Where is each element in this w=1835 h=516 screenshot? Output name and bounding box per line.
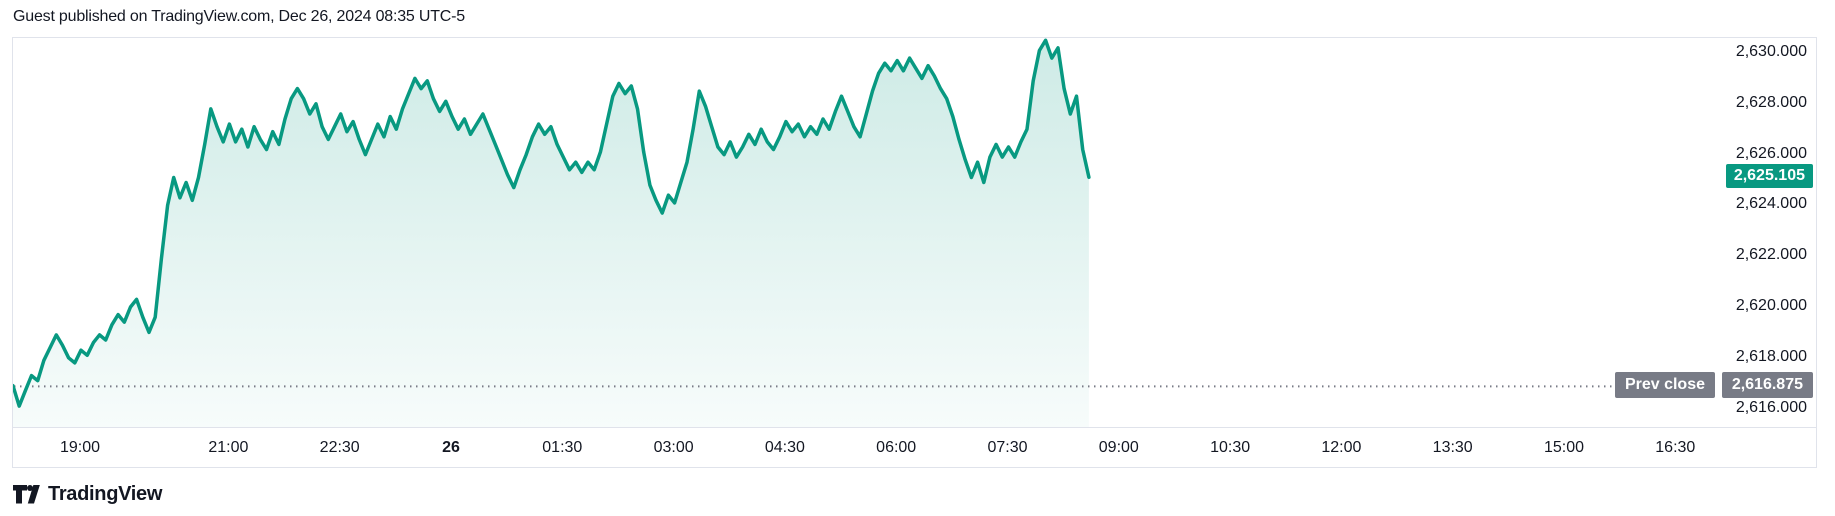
x-axis-label: 22:30 <box>319 439 360 456</box>
last-price-badge: 2,625.105 <box>1725 164 1813 189</box>
y-axis-label: 2,628.000 <box>1735 93 1807 111</box>
publish-attribution-text: Guest published on TradingView.com, Dec … <box>13 8 465 25</box>
time-axis[interactable] <box>12 428 1817 468</box>
x-axis-label: 21:00 <box>208 439 249 456</box>
y-axis-label: 2,622.000 <box>1735 246 1807 264</box>
y-axis-label: 2,616.000 <box>1735 398 1807 416</box>
x-axis-label: 13:30 <box>1432 439 1473 456</box>
prev-close-value-badge: 2,616.875 <box>1721 372 1813 399</box>
x-axis-label: 06:00 <box>876 439 917 456</box>
tradingview-logo-text: TradingView <box>48 483 163 505</box>
y-axis-label: 2,630.000 <box>1735 43 1807 60</box>
x-axis-label: 10:30 <box>1210 439 1251 456</box>
y-axis-label: 2,618.000 <box>1735 347 1807 365</box>
y-axis-label: 2,620.000 <box>1735 297 1807 314</box>
x-axis-label: 16:30 <box>1655 439 1696 456</box>
tradingview-branding[interactable]: TradingView <box>13 483 162 506</box>
x-axis-label: 01:30 <box>542 439 583 456</box>
x-axis-label: 19:00 <box>59 439 101 456</box>
x-axis-label: 03:00 <box>653 439 694 456</box>
x-axis-label: 09:00 <box>1098 439 1139 456</box>
x-axis-label: 15:00 <box>1543 439 1585 456</box>
x-axis-label: 12:00 <box>1321 439 1362 456</box>
x-axis-label: 26 <box>442 439 460 456</box>
y-axis-label: 2,626.000 <box>1735 144 1807 162</box>
chart-plot-area[interactable] <box>12 37 1817 428</box>
price-area-chart <box>13 38 1631 427</box>
x-axis-label: 07:30 <box>987 439 1028 456</box>
x-axis-label: 04:30 <box>764 439 805 456</box>
y-axis-label: 2,624.000 <box>1735 195 1807 213</box>
tradingview-logo-icon <box>13 485 40 504</box>
prev-close-label-badge: Prev close <box>1614 372 1715 399</box>
